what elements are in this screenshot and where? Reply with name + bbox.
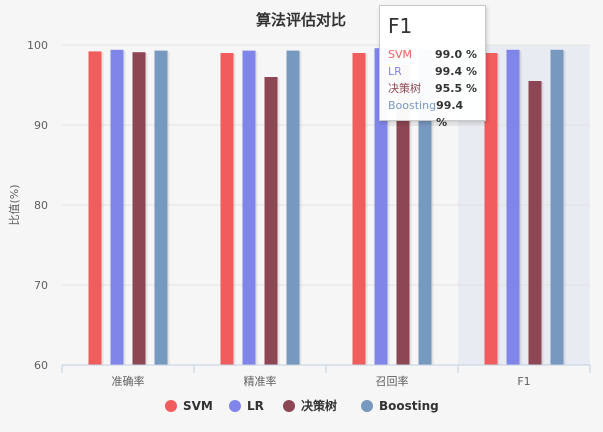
legend-label: 决策树 [301,398,337,413]
legend-marker [165,400,177,412]
y-tick-label: 70 [34,279,48,292]
legend-marker [283,400,295,412]
legend-item[interactable]: Boosting [361,399,439,413]
bar[interactable] [264,77,278,365]
legend-label: LR [247,399,264,413]
chart-title: 算法评估对比 [256,11,346,29]
legend-item[interactable]: LR [229,399,264,413]
bar[interactable] [528,81,542,365]
x-tick-label: 精准率 [244,374,277,388]
y-tick-label: 80 [34,199,48,212]
tooltip-series-name: 决策树 [388,82,421,95]
tooltip-series-value: 99.0 % [435,48,477,61]
bar[interactable] [550,49,564,366]
tooltip-row: 决策树 95.5 % [388,80,477,97]
bar[interactable] [220,53,234,365]
x-tick-label: 准确率 [112,374,145,388]
y-tick-label: 100 [27,39,48,52]
legend-label: SVM [183,399,213,413]
tooltip-series-name: Boosting [388,99,437,112]
bar[interactable] [154,50,168,365]
tooltip-series-value: 95.5 % [435,82,477,95]
bar[interactable] [88,51,102,366]
legend-item[interactable]: SVM [165,399,213,413]
bar[interactable] [286,50,300,365]
tooltip: F1 SVM 99.0 % LR 99.4 % 决策树 95.5 % Boosting… [379,5,486,129]
y-tick-label: 60 [34,359,48,372]
x-tick-label: 召回率 [376,374,409,388]
tooltip-row: Boosting 99.4 % [388,97,477,131]
bar-group [88,48,566,366]
bar[interactable] [242,50,256,365]
tooltip-series-value: 99.4 % [435,65,477,78]
legend-item[interactable]: 决策树 [283,398,337,413]
tooltip-series-name: SVM [388,48,412,61]
tooltip-row: SVM 99.0 % [388,46,477,63]
tooltip-row: LR 99.4 % [388,63,477,80]
bar[interactable] [110,49,124,366]
bar[interactable] [506,49,520,366]
y-tick-label: 90 [34,119,48,132]
tooltip-title: F1 [388,14,413,38]
bar[interactable] [352,53,366,365]
tooltip-series-value: 99.4 % [436,99,464,129]
legend: SVM LR 决策树 Boosting [165,398,439,413]
bar[interactable] [418,49,432,365]
bar[interactable] [374,48,388,365]
bar[interactable] [396,65,410,365]
legend-label: Boosting [379,399,439,413]
axes: 60 70 80 90 100 准确率 精准率 召回率 F1 [27,39,591,388]
legend-marker [361,400,373,412]
legend-marker [229,400,241,412]
bar[interactable] [484,53,498,365]
y-axis-label: 比值(%) [8,184,21,225]
tooltip-series-name: LR [388,65,402,78]
bar[interactable] [132,52,146,365]
x-tick-label: F1 [517,375,530,388]
